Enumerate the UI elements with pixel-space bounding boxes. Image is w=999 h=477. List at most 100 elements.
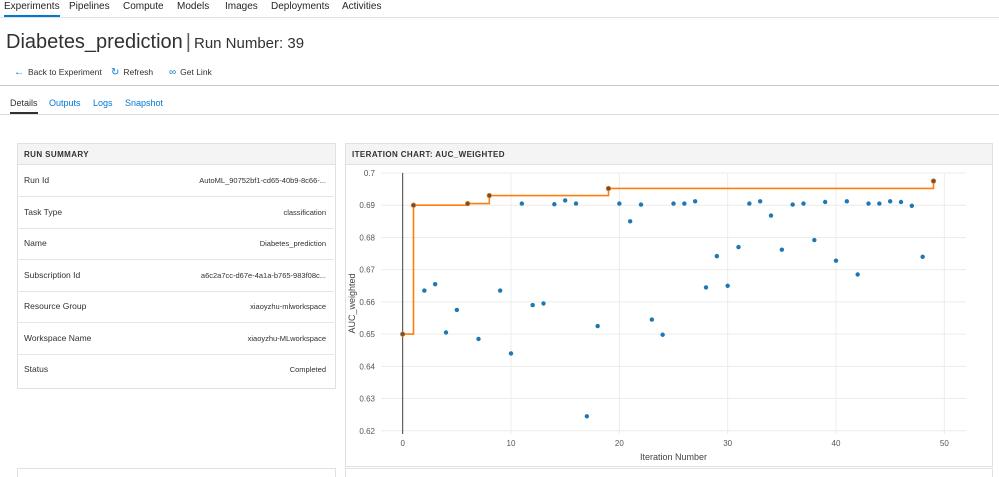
y-tick-label: 0.69 — [359, 201, 375, 210]
iteration-point — [541, 301, 546, 306]
x-axis-label: Iteration Number — [640, 452, 707, 462]
nav-images[interactable]: Images — [225, 1, 258, 12]
top-navigation: Experiments Pipelines Compute Models Ima… — [0, 0, 999, 18]
iteration-point — [552, 202, 557, 207]
best-metric-step-line — [402, 181, 935, 335]
iteration-point — [454, 307, 460, 313]
summary-row-resource-group: Resource Group xiaoyzhu-mlworkspace — [18, 291, 334, 323]
refresh-icon: ↻ — [111, 67, 120, 78]
next-panel-edge — [17, 468, 336, 477]
best-iteration-point — [399, 331, 406, 337]
iteration-point — [909, 203, 915, 209]
nav-activities[interactable]: Activities — [342, 1, 382, 12]
y-tick-label: 0.63 — [359, 395, 375, 404]
summary-key: Status — [24, 364, 49, 374]
iteration-point — [757, 199, 763, 204]
iteration-point — [725, 283, 730, 288]
best-iteration-point — [486, 192, 493, 199]
next-panel-edge — [345, 468, 993, 477]
summary-key: Subscription Id — [24, 270, 81, 280]
iteration-point — [877, 201, 882, 206]
iteration-point — [671, 201, 676, 206]
nav-compute[interactable]: Compute — [123, 1, 164, 12]
iteration-point — [833, 258, 839, 263]
nav-models[interactable]: Models — [177, 1, 210, 12]
iteration-point — [476, 336, 481, 342]
nav-pipelines[interactable]: Pipelines — [69, 1, 110, 12]
iteration-point — [779, 247, 785, 252]
summary-row-subscription-id: Subscription Id a6c2a7cc-d67e-4a1a-b765-… — [18, 260, 334, 292]
iteration-point — [519, 201, 525, 206]
refresh-button[interactable]: ↻ Refresh — [111, 67, 153, 78]
iteration-point — [920, 254, 925, 259]
title-separator: | — [185, 31, 191, 53]
link-icon: ∞ — [169, 67, 177, 78]
iteration-point — [422, 288, 427, 293]
page-title: Diabetes_prediction | Run Number: 39 — [6, 31, 304, 54]
iteration-point — [584, 414, 590, 419]
iteration-point — [703, 285, 709, 290]
arrow-left-icon: ← — [14, 67, 24, 78]
iteration-point — [497, 288, 503, 293]
iteration-point — [508, 351, 514, 356]
x-tick-label: 50 — [940, 439, 949, 448]
back-to-experiment-button[interactable]: ← Back to Experiment — [14, 67, 102, 78]
run-summary-panel: RUN SUMMARY Run Id AutoML_90752bf1-cd65-… — [17, 143, 336, 389]
summary-value: Completed — [289, 365, 326, 374]
summary-row-workspace-name: Workspace Name xiaoyzhu-MLworkspace — [18, 323, 334, 355]
tab-snapshot[interactable]: Snapshot — [125, 98, 164, 108]
get-link-button[interactable]: ∞ Get Link — [169, 67, 212, 78]
iteration-point — [747, 201, 752, 206]
nav-deployments[interactable]: Deployments — [271, 1, 330, 12]
iteration-chart-title: ITERATION CHART: AUC_WEIGHTED — [346, 144, 992, 165]
nav-experiments[interactable]: Experiments — [4, 1, 60, 17]
x-tick-label: 30 — [723, 439, 732, 448]
iteration-point — [595, 323, 600, 329]
summary-key: Name — [24, 238, 47, 248]
iteration-point — [714, 253, 720, 259]
x-tick-label: 10 — [507, 439, 516, 448]
command-bar-divider — [0, 85, 999, 86]
best-iteration-point — [605, 185, 612, 192]
best-iteration-point — [930, 178, 937, 184]
y-tick-label: 0.66 — [359, 298, 375, 307]
summary-value: classification — [283, 208, 326, 217]
y-tick-label: 0.67 — [359, 266, 375, 275]
tab-logs[interactable]: Logs — [93, 98, 113, 108]
iteration-chart-panel: ITERATION CHART: AUC_WEIGHTED 0.62 0.63 0.… — [345, 143, 993, 467]
iteration-point — [736, 244, 741, 250]
iteration-point — [768, 213, 774, 218]
summary-row-status: Status Completed — [18, 354, 334, 385]
summary-key: Run Id — [24, 175, 50, 185]
iteration-point — [898, 199, 904, 205]
y-tick-label: 0.62 — [359, 427, 375, 436]
iteration-point — [692, 199, 698, 204]
iteration-point — [790, 202, 795, 207]
summary-value: Diabetes_prediction — [259, 239, 326, 248]
iteration-point — [855, 272, 860, 277]
iteration-point — [887, 199, 893, 204]
iteration-point — [432, 281, 438, 287]
auc-weighted-scatter-chart: 0.62 0.63 0.64 0.65 0.66 0.67 0.68 0.69 0.7 0 10 20… — [347, 169, 966, 462]
iteration-point — [638, 202, 644, 207]
summary-value: AutoML_90752bf1-cd65-40b9-8c66-... — [199, 176, 326, 185]
summary-row-task-type: Task Type classification — [18, 197, 334, 229]
tab-outputs[interactable]: Outputs — [49, 98, 81, 108]
y-tick-label: 0.65 — [359, 330, 375, 339]
tab-details[interactable]: Details — [10, 98, 38, 114]
back-to-experiment-label: Back to Experiment — [28, 67, 102, 77]
summary-value: a6c2a7cc-d67e-4a1a-b765-983f08c... — [200, 271, 326, 280]
summary-value: xiaoyzhu-mlworkspace — [250, 302, 326, 311]
iteration-point — [866, 201, 871, 206]
summary-row-run-id: Run Id AutoML_90752bf1-cd65-40b9-8c66-..… — [18, 165, 334, 197]
iteration-point — [617, 201, 622, 206]
iteration-point — [812, 237, 817, 243]
y-axis-label: AUC_weighted — [347, 273, 357, 333]
summary-key: Resource Group — [24, 301, 87, 311]
run-summary-title: RUN SUMMARY — [18, 144, 335, 165]
iteration-point — [573, 201, 579, 206]
x-tick-label: 20 — [615, 439, 624, 448]
iteration-point — [627, 219, 633, 224]
run-number: Run Number: 39 — [193, 35, 305, 52]
iteration-point — [801, 201, 806, 206]
